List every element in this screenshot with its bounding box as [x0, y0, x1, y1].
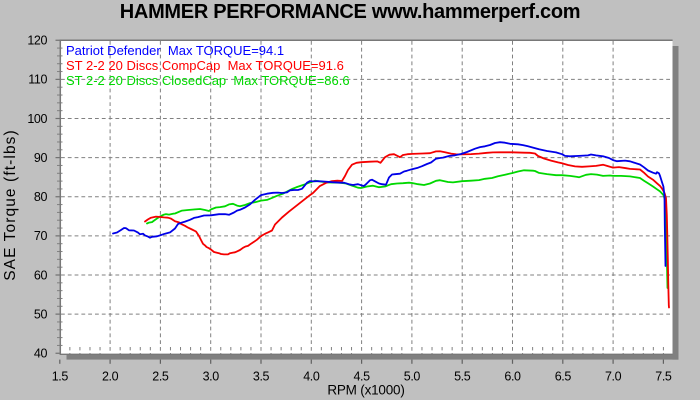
svg-text:5.0: 5.0 — [404, 369, 421, 383]
svg-text:4.0: 4.0 — [303, 369, 320, 383]
svg-text:ST 2-2 20 Discs CompCap Max T: ST 2-2 20 Discs CompCap Max TORQUE=91.6 — [66, 58, 344, 73]
svg-text:80: 80 — [34, 190, 48, 204]
svg-text:2.0: 2.0 — [102, 369, 119, 383]
svg-text:6.0: 6.0 — [504, 369, 521, 383]
svg-text:110: 110 — [28, 73, 47, 87]
svg-text:6.5: 6.5 — [555, 369, 572, 383]
svg-text:SAE Torque (ft-lbs): SAE Torque (ft-lbs) — [2, 129, 19, 281]
svg-text:60: 60 — [34, 268, 48, 282]
svg-text:5.5: 5.5 — [454, 369, 471, 383]
svg-text:40: 40 — [34, 347, 48, 361]
svg-text:1.5: 1.5 — [52, 369, 69, 383]
svg-text:RPM (x1000): RPM (x1000) — [327, 383, 404, 398]
svg-text:4.5: 4.5 — [354, 369, 371, 383]
svg-text:50: 50 — [34, 307, 48, 321]
svg-text:ST 2-2 20 Discs ClosedCap Max: ST 2-2 20 Discs ClosedCap Max TORQUE=86.… — [66, 73, 350, 88]
svg-text:100: 100 — [27, 112, 47, 126]
svg-text:120: 120 — [27, 34, 47, 48]
svg-text:3.5: 3.5 — [253, 369, 270, 383]
svg-text:2.5: 2.5 — [152, 369, 169, 383]
svg-text:7.5: 7.5 — [655, 369, 672, 383]
svg-text:90: 90 — [34, 151, 48, 165]
svg-text:70: 70 — [34, 229, 48, 243]
svg-text:7.0: 7.0 — [605, 369, 622, 383]
svg-text:3.0: 3.0 — [203, 369, 220, 383]
svg-text:Patriot Defender Max TORQUE=9: Patriot Defender Max TORQUE=94.1 — [66, 43, 284, 58]
